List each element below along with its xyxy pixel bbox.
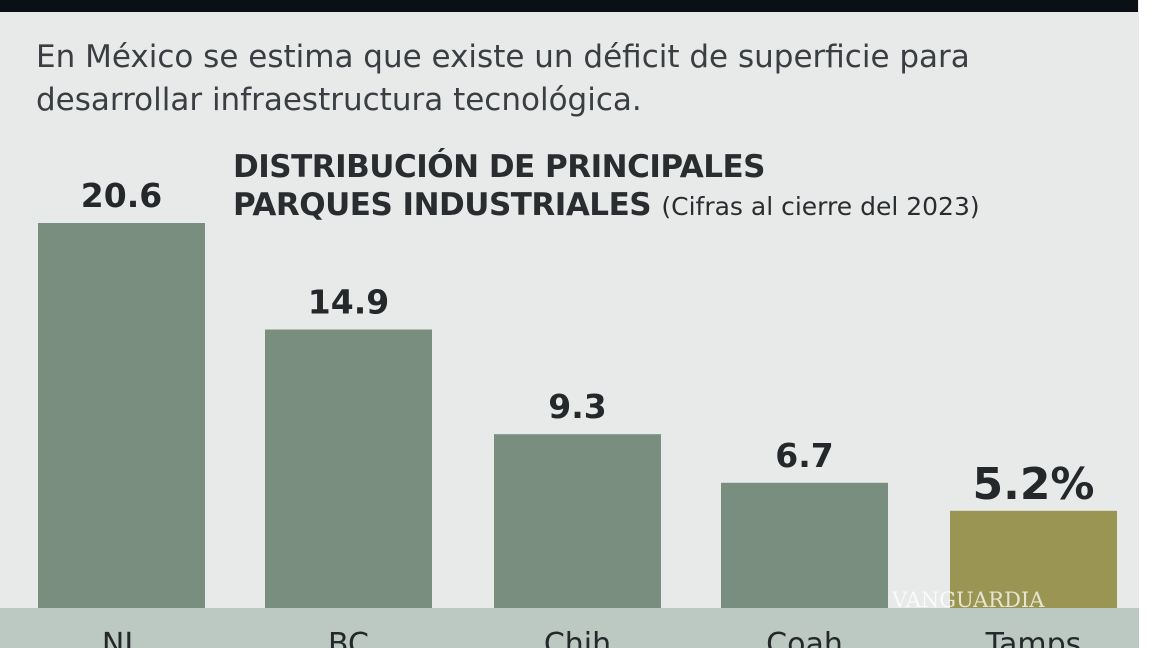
bar-Tamps	[950, 510, 1117, 608]
bar-NL	[38, 223, 205, 608]
intro-text: En México se estima que existe un défici…	[36, 39, 970, 118]
watermark-logo: VANGUARDIA	[892, 588, 1045, 612]
category-label: BC	[328, 627, 369, 648]
category-label: NL	[102, 627, 141, 648]
category-band	[0, 608, 1139, 648]
chart-title-line2: PARQUES INDUSTRIALES	[233, 187, 652, 223]
header-bar	[0, 0, 1138, 12]
value-label: 20.6	[81, 176, 162, 215]
category-label: Coah	[766, 627, 843, 648]
value-label: 9.3	[548, 387, 606, 426]
value-label: 14.9	[308, 283, 389, 322]
value-label: 5.2%	[972, 459, 1094, 510]
bar-BC	[265, 329, 432, 608]
category-label: Tamps	[985, 627, 1082, 648]
chart-subtitle: (Cifras al cierre del 2023)	[661, 192, 980, 221]
chart-title: DISTRIBUCIÓN DE PRINCIPALES PARQUES INDU…	[233, 148, 980, 226]
bar-Coah	[721, 482, 888, 608]
chart-title-line1: DISTRIBUCIÓN DE PRINCIPALES	[233, 149, 765, 185]
category-label: Chih	[544, 627, 611, 648]
bar-Chih	[494, 434, 661, 608]
value-label: 6.7	[775, 436, 833, 475]
